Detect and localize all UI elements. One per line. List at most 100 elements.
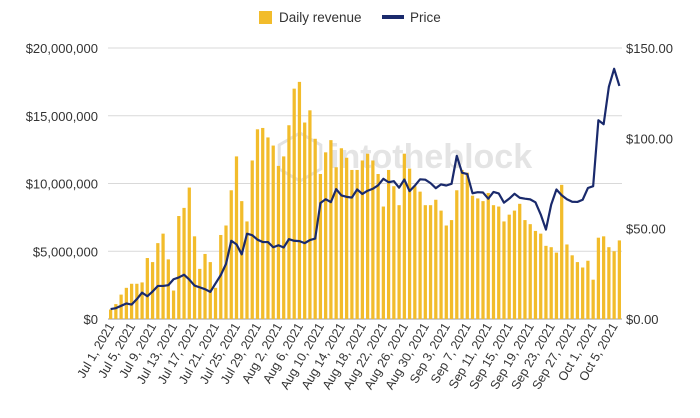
revenue-bar bbox=[213, 287, 218, 319]
revenue-bar bbox=[381, 206, 385, 319]
revenue-bar bbox=[444, 225, 448, 319]
revenue-bar bbox=[607, 247, 611, 319]
price-line bbox=[110, 67, 621, 311]
revenue-bar bbox=[602, 236, 606, 319]
revenue-bar bbox=[476, 198, 480, 319]
legend-swatch-price bbox=[382, 15, 404, 19]
revenue-bar bbox=[303, 122, 307, 319]
revenue-bar bbox=[129, 283, 134, 319]
revenue-bar bbox=[449, 220, 454, 319]
y-right-tick-label: $50.00 bbox=[626, 222, 666, 237]
revenue-bar bbox=[345, 157, 349, 319]
y-left-tick-label: $5,000,000 bbox=[33, 244, 98, 259]
revenue-bar bbox=[261, 127, 265, 319]
revenue-bar bbox=[502, 221, 506, 319]
revenue-bar bbox=[250, 160, 254, 319]
legend-swatch-revenue bbox=[259, 11, 272, 24]
revenue-bar bbox=[507, 214, 511, 319]
revenue-bar bbox=[455, 190, 459, 319]
revenue-bar bbox=[560, 184, 564, 319]
revenue-bar bbox=[497, 206, 501, 319]
revenue-bar bbox=[423, 205, 427, 319]
revenue-bar bbox=[287, 125, 291, 320]
revenue-bar bbox=[539, 233, 543, 319]
revenue-bar bbox=[187, 187, 191, 319]
revenue-bar bbox=[355, 169, 359, 319]
revenue-bar bbox=[402, 153, 406, 319]
revenue-bars bbox=[109, 81, 621, 320]
revenue-bar bbox=[533, 230, 538, 319]
revenue-bar bbox=[156, 243, 160, 319]
y-left-tick-label: $15,000,000 bbox=[26, 109, 98, 124]
revenue-bar bbox=[386, 169, 391, 319]
revenue-bar bbox=[229, 190, 233, 319]
revenue-bar bbox=[486, 192, 490, 319]
revenue-bar bbox=[418, 191, 422, 319]
revenue-bar bbox=[114, 304, 118, 319]
revenue-bar bbox=[523, 220, 527, 319]
revenue-bar bbox=[570, 255, 574, 319]
revenue-bar bbox=[413, 186, 417, 319]
revenue-bar bbox=[234, 156, 239, 319]
revenue-bar bbox=[617, 240, 621, 319]
revenue-bar bbox=[460, 169, 464, 319]
revenue-bar bbox=[339, 148, 344, 319]
revenue-bar bbox=[182, 207, 186, 319]
revenue-bar bbox=[271, 145, 275, 319]
revenue-bar bbox=[465, 172, 469, 319]
revenue-bar bbox=[109, 309, 113, 319]
revenue-bar bbox=[371, 160, 375, 319]
revenue-bar bbox=[135, 283, 139, 319]
revenue-bar bbox=[586, 260, 590, 319]
revenue-bar bbox=[544, 245, 548, 319]
revenue-bar bbox=[392, 186, 396, 319]
revenue-bar bbox=[313, 138, 317, 319]
revenue-bar bbox=[334, 167, 338, 319]
y-right-tick-label: $0.00 bbox=[626, 312, 659, 327]
revenue-bar bbox=[612, 251, 616, 319]
axes: $0 $5,000,000 $10,000,000 $15,000,000 $20,00… bbox=[26, 41, 673, 392]
legend: Daily revenue Price bbox=[259, 10, 441, 25]
revenue-bar bbox=[439, 210, 443, 319]
revenue-bar bbox=[407, 168, 412, 319]
revenue-bar bbox=[596, 237, 601, 319]
revenue-bar bbox=[240, 201, 244, 319]
revenue-bar bbox=[245, 221, 249, 319]
revenue-bar bbox=[518, 203, 522, 319]
revenue-bar bbox=[282, 156, 286, 319]
revenue-bar bbox=[491, 205, 496, 319]
revenue-bar bbox=[192, 236, 197, 319]
revenue-bar bbox=[591, 279, 595, 319]
revenue-bar bbox=[554, 252, 559, 319]
revenue-bar bbox=[318, 174, 323, 319]
revenue-bar bbox=[292, 88, 296, 320]
y-right-tick-label: $100.00 bbox=[626, 131, 673, 146]
y-right-tick-label: $150.00 bbox=[626, 41, 673, 56]
revenue-bar bbox=[528, 224, 532, 319]
revenue-bar bbox=[161, 233, 165, 319]
revenue-bar bbox=[549, 247, 553, 319]
revenue-bar bbox=[581, 267, 585, 319]
revenue-bar bbox=[434, 199, 438, 319]
revenue-bar bbox=[366, 153, 370, 319]
revenue-bar bbox=[397, 205, 401, 319]
revenue-bar bbox=[166, 259, 170, 319]
revenue-bar bbox=[428, 205, 433, 319]
revenue-bar bbox=[308, 110, 312, 319]
revenue-bar bbox=[350, 169, 354, 319]
revenue-bar bbox=[329, 140, 333, 319]
revenue-bar bbox=[276, 165, 281, 319]
revenue-bar bbox=[198, 268, 202, 319]
revenue-bar bbox=[145, 258, 149, 319]
revenue-bar bbox=[324, 152, 328, 319]
watermark-text: intotheblock bbox=[330, 138, 532, 176]
revenue-bar bbox=[140, 282, 144, 319]
revenue-bar bbox=[224, 225, 228, 319]
revenue-bar bbox=[171, 290, 176, 319]
revenue-bar bbox=[470, 195, 475, 319]
y-left-tick-label: $10,000,000 bbox=[26, 177, 98, 192]
revenue-bar bbox=[360, 160, 364, 319]
legend-label-price: Price bbox=[410, 10, 441, 25]
revenue-bar bbox=[297, 81, 302, 320]
